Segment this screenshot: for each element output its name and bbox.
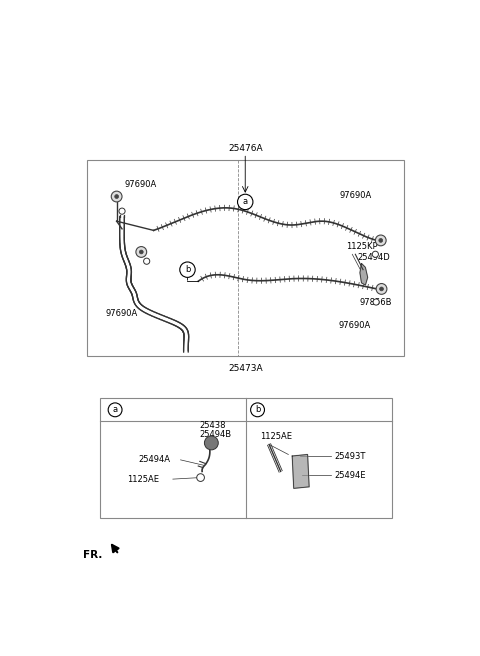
- Text: b: b: [185, 265, 190, 274]
- Text: 25438: 25438: [200, 420, 226, 430]
- Circle shape: [136, 247, 147, 257]
- Text: 25494B: 25494B: [200, 430, 232, 439]
- Text: 97690A: 97690A: [124, 180, 156, 190]
- Circle shape: [144, 258, 150, 264]
- Circle shape: [111, 191, 122, 202]
- Circle shape: [380, 287, 384, 291]
- Circle shape: [108, 403, 122, 417]
- Text: 97690A: 97690A: [340, 192, 372, 200]
- Polygon shape: [292, 455, 309, 488]
- Text: b: b: [255, 405, 260, 415]
- Text: 97856B: 97856B: [360, 298, 393, 306]
- Bar: [86, 159, 404, 356]
- Circle shape: [251, 403, 264, 417]
- Text: 97690A: 97690A: [338, 321, 371, 329]
- Text: 1125AE: 1125AE: [260, 432, 292, 441]
- Bar: [100, 398, 392, 518]
- Circle shape: [204, 436, 218, 450]
- Circle shape: [197, 474, 204, 482]
- Text: 25476A: 25476A: [228, 144, 263, 153]
- Circle shape: [139, 250, 143, 254]
- Circle shape: [180, 262, 195, 277]
- Circle shape: [376, 283, 387, 295]
- Circle shape: [238, 194, 253, 210]
- Circle shape: [372, 251, 378, 257]
- Text: 1125KP: 1125KP: [346, 242, 378, 251]
- Text: 1125AE: 1125AE: [127, 475, 159, 483]
- Text: 25473A: 25473A: [228, 363, 263, 373]
- Circle shape: [375, 235, 386, 246]
- Circle shape: [379, 239, 383, 242]
- Circle shape: [115, 195, 119, 199]
- Circle shape: [119, 208, 125, 215]
- Text: a: a: [243, 197, 248, 207]
- Text: 25493T: 25493T: [335, 451, 366, 461]
- Text: 97690A: 97690A: [105, 309, 137, 318]
- Text: 25494D: 25494D: [358, 253, 390, 262]
- Circle shape: [373, 299, 379, 305]
- Text: 25494A: 25494A: [138, 455, 170, 464]
- Polygon shape: [360, 264, 368, 285]
- Text: FR.: FR.: [83, 550, 102, 560]
- Text: a: a: [112, 405, 118, 415]
- Text: 25494E: 25494E: [335, 471, 366, 480]
